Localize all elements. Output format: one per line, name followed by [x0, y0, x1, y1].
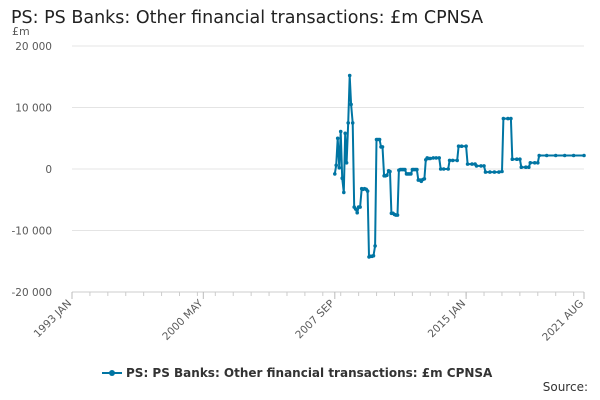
- data-point[interactable]: [373, 244, 377, 248]
- data-point[interactable]: [553, 153, 558, 158]
- data-point[interactable]: [528, 161, 533, 165]
- legend-swatch-icon: [102, 368, 122, 378]
- data-point[interactable]: [365, 189, 370, 193]
- data-point[interactable]: [346, 121, 351, 125]
- x-axis-labels: 1993 JAN 2000 MAY 2007 SEP 2015 JAN 2021 AUG: [32, 297, 586, 343]
- data-point[interactable]: [510, 157, 515, 161]
- y-tick-label: 0: [45, 164, 52, 176]
- data-point[interactable]: [459, 144, 464, 148]
- data-point[interactable]: [343, 131, 348, 136]
- data-point[interactable]: [465, 162, 470, 166]
- data-point[interactable]: [447, 158, 452, 163]
- data-point[interactable]: [441, 167, 446, 171]
- data-point[interactable]: [333, 172, 337, 176]
- data-point[interactable]: [524, 165, 528, 169]
- x-tick-label: 2000 MAY: [160, 297, 206, 343]
- data-point[interactable]: [571, 153, 576, 158]
- data-point[interactable]: [488, 170, 492, 174]
- data-point[interactable]: [455, 158, 460, 163]
- data-point[interactable]: [470, 162, 474, 166]
- x-tick-label: 2007 SEP: [293, 298, 337, 342]
- data-point[interactable]: [395, 213, 400, 217]
- data-point[interactable]: [409, 172, 413, 176]
- data-point[interactable]: [474, 164, 479, 168]
- data-point[interactable]: [527, 165, 531, 169]
- y-tick-label: 20 000: [15, 41, 52, 53]
- data-point[interactable]: [582, 153, 586, 158]
- data-point[interactable]: [347, 73, 352, 78]
- data-point[interactable]: [428, 156, 433, 161]
- data-point[interactable]: [483, 170, 488, 174]
- data-point[interactable]: [482, 164, 486, 168]
- data-point[interactable]: [438, 167, 443, 171]
- data-point[interactable]: [355, 210, 360, 215]
- data-point[interactable]: [506, 116, 510, 121]
- data-point[interactable]: [532, 161, 537, 165]
- data-point[interactable]: [388, 169, 392, 174]
- data-point[interactable]: [380, 145, 385, 149]
- data-point[interactable]: [338, 129, 343, 134]
- data-point[interactable]: [497, 170, 501, 174]
- data-point[interactable]: [509, 116, 513, 121]
- data-point[interactable]: [446, 167, 451, 171]
- data-point[interactable]: [335, 136, 340, 141]
- data-point[interactable]: [518, 157, 522, 161]
- data-point[interactable]: [337, 166, 342, 170]
- data-point[interactable]: [431, 156, 436, 160]
- data-point[interactable]: [415, 167, 419, 172]
- legend-label: PS: PS Banks: Other financial transactio…: [126, 366, 493, 380]
- data-point[interactable]: [450, 158, 455, 163]
- data-point[interactable]: [536, 161, 540, 165]
- y-axis: 20 000 10 000 0 -10 000 -20 000: [11, 41, 52, 299]
- y-tick-label: -20 000: [11, 287, 52, 299]
- x-tick-label: 1993 JAN: [32, 298, 74, 340]
- gridlines: [72, 45, 584, 231]
- legend[interactable]: PS: PS Banks: Other financial transactio…: [102, 366, 492, 380]
- data-point[interactable]: [403, 167, 407, 172]
- y-tick-label: -10 000: [11, 226, 52, 238]
- data-point[interactable]: [377, 137, 382, 142]
- series-line: [333, 74, 584, 258]
- data-point[interactable]: [344, 161, 349, 165]
- data-point[interactable]: [537, 153, 541, 158]
- data-point[interactable]: [385, 173, 389, 177]
- data-point[interactable]: [349, 102, 353, 107]
- data-point[interactable]: [342, 190, 346, 195]
- x-tick-label: 2021 AUG: [540, 298, 586, 344]
- data-point[interactable]: [479, 164, 483, 168]
- unit-label: £m: [12, 25, 30, 38]
- data-point[interactable]: [456, 144, 461, 148]
- x-tick-label: 2015 JAN: [426, 298, 468, 340]
- source-label: Source:: [542, 380, 588, 394]
- data-point[interactable]: [492, 170, 497, 174]
- data-point[interactable]: [353, 207, 358, 211]
- data-point[interactable]: [519, 165, 524, 169]
- series-lines: [333, 73, 586, 259]
- x-axis: [71, 291, 585, 299]
- data-point[interactable]: [437, 156, 442, 160]
- data-point[interactable]: [340, 176, 345, 180]
- data-point[interactable]: [562, 153, 567, 158]
- data-point[interactable]: [544, 153, 549, 158]
- data-point[interactable]: [371, 253, 376, 258]
- data-point[interactable]: [434, 156, 439, 160]
- data-point[interactable]: [515, 157, 519, 161]
- y-tick-label: 10 000: [15, 103, 52, 115]
- data-point[interactable]: [464, 144, 468, 148]
- data-point[interactable]: [334, 163, 339, 168]
- data-point[interactable]: [350, 121, 355, 125]
- data-point[interactable]: [422, 177, 427, 181]
- data-point[interactable]: [501, 116, 506, 121]
- data-point[interactable]: [500, 169, 504, 174]
- data-point[interactable]: [358, 205, 362, 209]
- chart-title: PS: PS Banks: Other financial transactio…: [11, 8, 484, 28]
